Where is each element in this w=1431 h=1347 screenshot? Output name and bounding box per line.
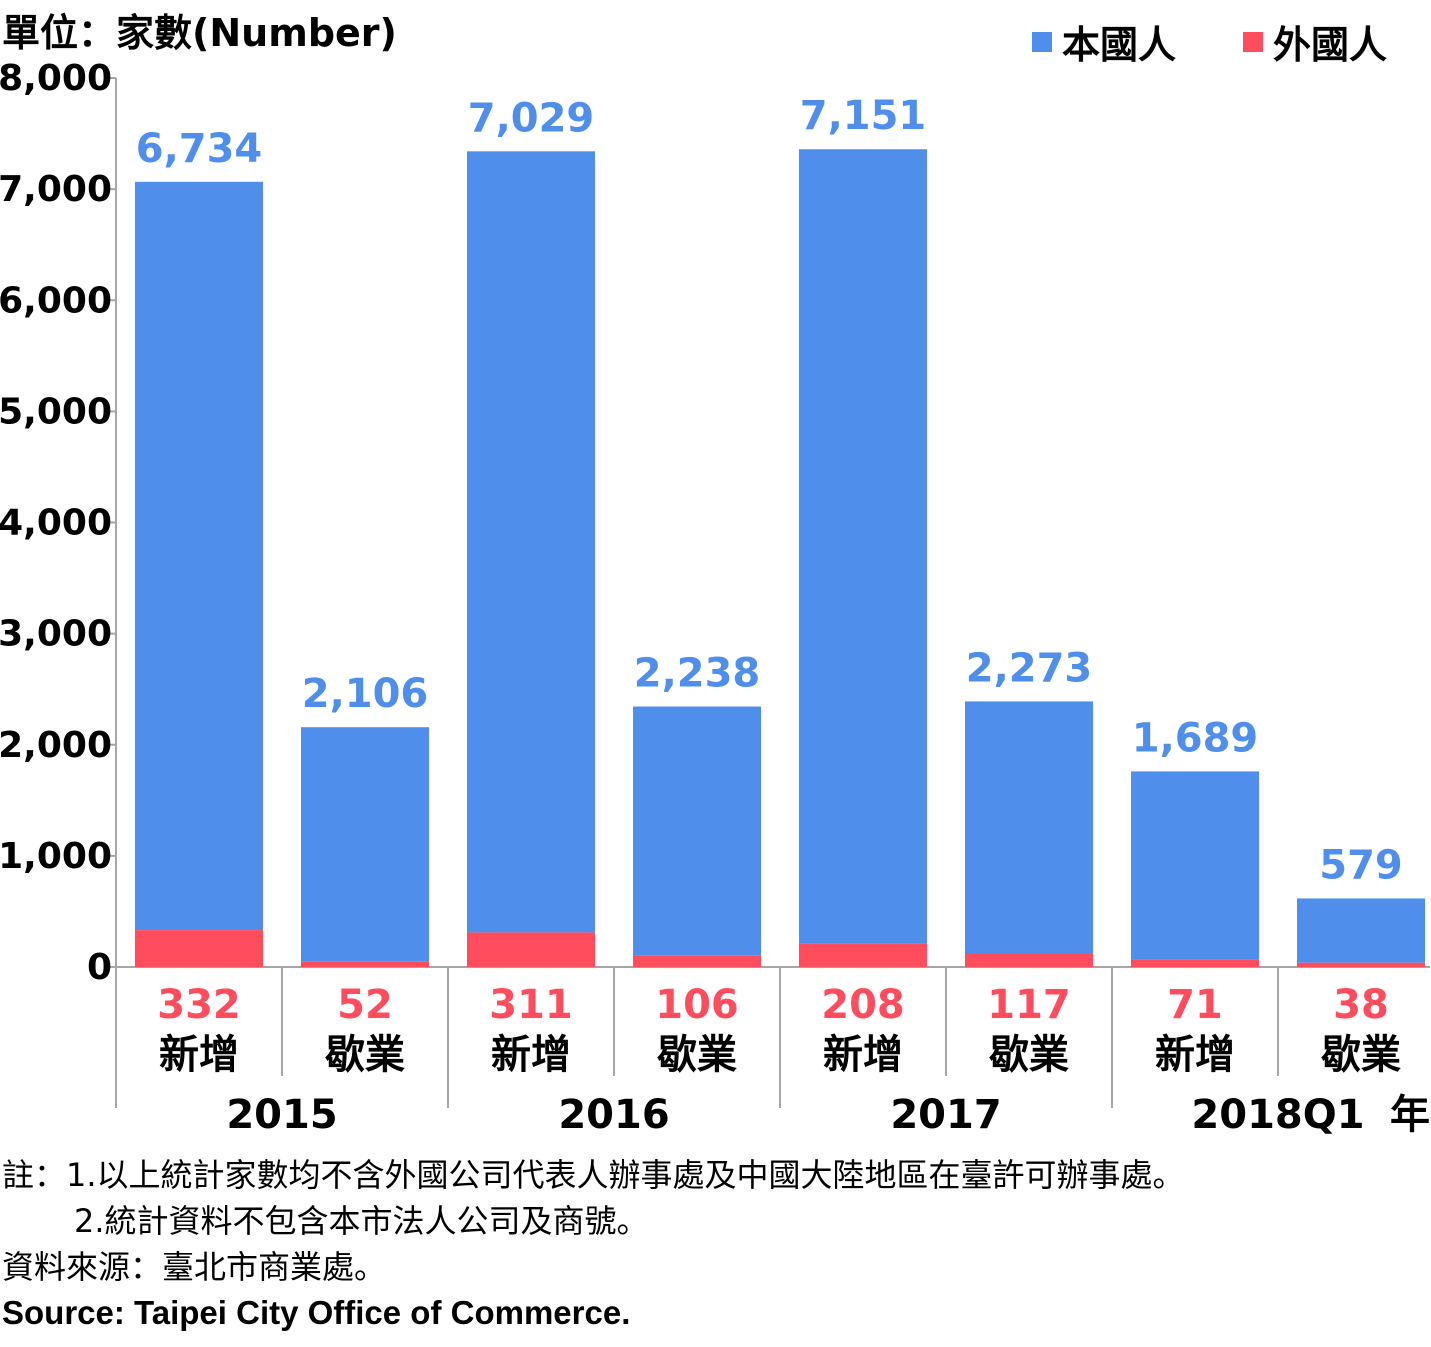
y-tick-label: 5,000 [0, 391, 112, 432]
legend-item-foreign: 外國人 [1243, 14, 1387, 69]
bar-domestic [965, 701, 1093, 954]
bar-foreign [1131, 959, 1259, 967]
y-tick-label: 4,000 [0, 503, 112, 544]
bar-domestic [135, 181, 263, 931]
bar-domestic [799, 149, 927, 944]
group-label: 2015 [226, 1092, 337, 1138]
unit-label: 單位：家數(Number) [2, 11, 397, 55]
data-label-domestic: 2,106 [302, 671, 429, 717]
data-label-domestic: 2,273 [966, 645, 1093, 691]
group-label: 2017 [890, 1092, 1001, 1138]
bar-foreign [467, 932, 595, 967]
source-zh: 資料來源：臺北市商業處。 [2, 1248, 387, 1286]
y-tick-label: 2,000 [0, 725, 112, 766]
notes: 註：1.以上統計家數均不含外國公司代表人辦事處及中國大陸地區在臺許可辦事處。 2… [2, 1152, 1185, 1336]
x-axis-unit-label: 年 [1390, 1092, 1430, 1138]
bar-foreign [633, 955, 761, 967]
data-label-foreign: 52 [337, 982, 393, 1028]
y-tick-label: 7,000 [0, 169, 112, 210]
bar-domestic [301, 727, 429, 962]
data-label-domestic: 6,734 [136, 126, 263, 172]
category-label: 歇業 [989, 1032, 1069, 1078]
y-tick-label: 0 [87, 947, 112, 988]
data-label-domestic: 7,151 [800, 93, 927, 139]
data-label-foreign: 38 [1333, 982, 1389, 1028]
bar-foreign [1297, 962, 1425, 967]
y-tick-label: 1,000 [0, 836, 112, 877]
y-tick-label: 8,000 [0, 58, 112, 99]
bar-domestic [467, 151, 595, 933]
category-label: 新增 [491, 1032, 571, 1078]
legend-label-foreign: 外國人 [1273, 23, 1388, 67]
data-label-domestic: 1,689 [1132, 715, 1259, 761]
bar-foreign [799, 943, 927, 967]
data-label-foreign: 71 [1167, 982, 1223, 1028]
bar-foreign [301, 961, 429, 967]
legend-item-domestic: 本國人 [1032, 14, 1176, 69]
legend-swatch-foreign [1243, 31, 1263, 52]
legend-swatch-domestic [1032, 31, 1052, 52]
bar-foreign [965, 953, 1093, 967]
data-label-foreign: 311 [489, 982, 573, 1028]
category-label: 歇業 [325, 1032, 405, 1078]
bar-domestic [1297, 898, 1425, 963]
note-line-1: 註：1.以上統計家數均不含外國公司代表人辦事處及中國大陸地區在臺許可辦事處。 [2, 1156, 1185, 1194]
y-tick-label: 3,000 [0, 614, 112, 655]
stacked-bar-chart: 0 1,000 2,000 3,000 4,000 5,000 6,000 7,000 8,00… [0, 58, 1430, 1138]
group-label: 2018Q1 [1191, 1092, 1364, 1138]
group-label: 2016 [558, 1092, 669, 1138]
bar-domestic [1131, 771, 1259, 960]
bar-domestic [633, 706, 761, 956]
category-label: 新增 [823, 1032, 903, 1078]
data-label-foreign: 106 [655, 982, 739, 1028]
source-en: Source: Taipei City Office of Commerce. [2, 1294, 631, 1331]
y-tick-label: 6,000 [0, 280, 112, 321]
data-label-domestic: 2,238 [634, 651, 761, 697]
data-label-domestic: 7,029 [468, 95, 595, 141]
legend-label-domestic: 本國人 [1062, 23, 1177, 67]
data-label-domestic: 579 [1319, 842, 1403, 888]
data-label-foreign: 332 [157, 982, 241, 1028]
category-label: 新增 [1155, 1032, 1235, 1078]
bar-foreign [135, 930, 263, 967]
data-label-foreign: 208 [821, 982, 905, 1028]
note-line-2: 2.統計資料不包含本市法人公司及商號。 [74, 1202, 649, 1240]
category-label: 新增 [159, 1032, 239, 1078]
category-label: 歇業 [657, 1032, 737, 1078]
data-label-foreign: 117 [987, 982, 1071, 1028]
category-label: 歇業 [1321, 1032, 1401, 1078]
